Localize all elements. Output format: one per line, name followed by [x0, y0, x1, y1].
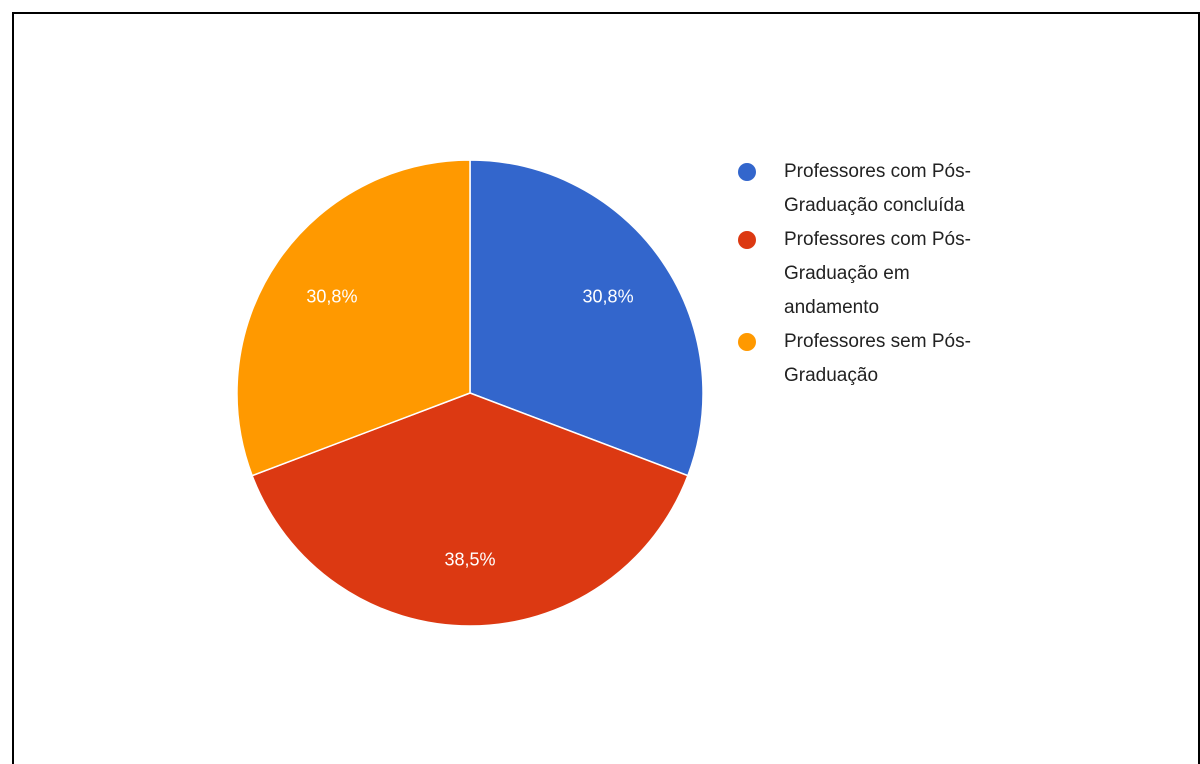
- legend-item: Professores com Pós-Graduação em andamen…: [738, 223, 971, 325]
- value-label: 30,8%: [306, 286, 357, 306]
- legend-item: Professores sem Pós-Graduação: [738, 325, 971, 393]
- legend-label: Professores com Pós-Graduação concluída: [784, 161, 971, 216]
- legend-marker: [738, 163, 756, 181]
- legend-item: Professores com Pós-Graduação concluída: [738, 155, 971, 223]
- value-label: 38,5%: [444, 550, 495, 570]
- value-label: 30,8%: [583, 286, 634, 306]
- legend-label: Professores sem Pós-Graduação: [784, 331, 971, 386]
- frame: [12, 12, 1200, 764]
- legend-label: Professores com Pós-Graduação em andamen…: [784, 229, 971, 318]
- pie-slice: [236, 159, 471, 477]
- legend-marker: [738, 333, 756, 351]
- legend: Professores com Pós-Graduação concluída P…: [738, 155, 971, 393]
- pie-slice: [251, 392, 689, 627]
- legend-marker: [738, 231, 756, 249]
- pie-slice: [469, 159, 704, 477]
